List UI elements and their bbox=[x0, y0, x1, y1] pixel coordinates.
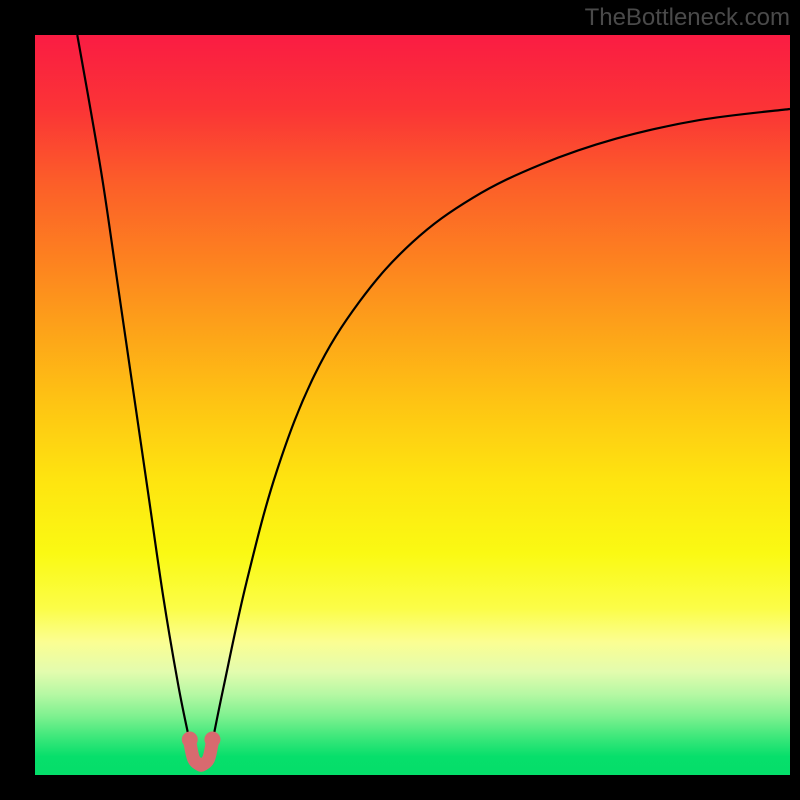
gradient-background bbox=[35, 35, 790, 775]
chart-container: TheBottleneck.com bbox=[0, 0, 800, 800]
watermark-text: TheBottleneck.com bbox=[585, 4, 790, 32]
chart-svg bbox=[0, 0, 800, 800]
